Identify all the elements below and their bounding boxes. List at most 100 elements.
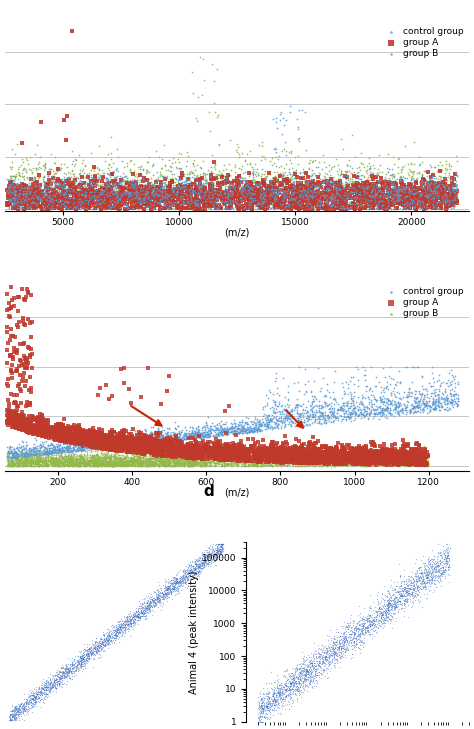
group A <box>293 182 301 193</box>
Point <box>425 585 433 597</box>
group B <box>69 456 76 468</box>
Point <box>158 590 165 602</box>
group B <box>129 455 137 467</box>
group B <box>354 186 362 198</box>
group A <box>69 430 77 442</box>
group A <box>355 179 362 190</box>
group A <box>309 179 317 190</box>
control group <box>123 432 131 444</box>
group A <box>210 437 218 448</box>
Point <box>197 555 205 566</box>
control group <box>413 172 420 184</box>
group B <box>90 457 98 469</box>
Point <box>81 644 88 655</box>
Point <box>89 639 96 651</box>
Point <box>307 671 315 683</box>
group A <box>54 432 62 444</box>
control group <box>54 179 61 191</box>
Point <box>9 706 16 717</box>
control group <box>144 437 152 449</box>
Point <box>182 561 190 572</box>
group B <box>30 176 37 188</box>
group A <box>362 451 369 462</box>
control group <box>266 184 273 195</box>
group B <box>290 455 297 467</box>
control group <box>163 431 171 443</box>
control group <box>388 397 395 409</box>
group A <box>211 448 219 459</box>
Point <box>300 663 308 675</box>
group B <box>228 456 235 468</box>
group A <box>155 443 163 454</box>
group B <box>14 459 21 471</box>
group B <box>112 458 120 469</box>
Point <box>154 590 162 602</box>
Point <box>338 634 346 645</box>
group B <box>172 449 180 461</box>
control group <box>436 196 443 208</box>
group A <box>238 440 246 452</box>
group A <box>282 442 289 453</box>
group A <box>200 192 207 203</box>
control group <box>375 190 383 201</box>
Point <box>263 701 271 713</box>
group A <box>226 445 233 456</box>
group B <box>35 456 43 468</box>
Point <box>211 550 219 561</box>
Point <box>106 625 113 637</box>
Point <box>339 634 347 646</box>
Point <box>407 588 414 600</box>
control group <box>280 187 287 199</box>
group B <box>321 456 328 468</box>
Point <box>180 575 187 587</box>
group B <box>171 460 179 472</box>
group B <box>251 193 259 205</box>
group B <box>24 453 31 464</box>
group A <box>50 190 57 202</box>
group B <box>14 451 22 463</box>
control group <box>369 190 377 201</box>
Point <box>273 701 280 712</box>
group A <box>392 448 400 460</box>
Point <box>356 618 364 630</box>
group B <box>270 195 278 207</box>
control group <box>141 436 149 448</box>
Point <box>172 577 179 588</box>
Point <box>360 636 368 648</box>
control group <box>340 408 347 419</box>
group A <box>20 179 27 191</box>
Point <box>41 682 48 694</box>
Point <box>411 570 419 582</box>
group B <box>161 456 169 467</box>
group B <box>150 459 158 470</box>
group A <box>342 449 349 461</box>
group A <box>9 421 17 432</box>
group A <box>371 194 378 206</box>
group B <box>450 190 457 201</box>
control group <box>33 445 41 457</box>
Point <box>263 704 270 716</box>
Point <box>391 607 398 619</box>
control group <box>315 195 322 207</box>
group B <box>201 171 209 183</box>
Point <box>179 572 187 584</box>
group A <box>266 446 274 458</box>
group B <box>184 458 191 469</box>
group A <box>173 201 181 213</box>
Point <box>104 632 112 644</box>
group A <box>80 195 87 207</box>
Point <box>169 582 176 593</box>
Point <box>387 591 395 603</box>
Point <box>384 597 392 609</box>
control group <box>41 202 48 214</box>
group A <box>431 188 439 200</box>
group A <box>242 451 249 463</box>
group B <box>121 191 128 203</box>
group B <box>387 187 395 198</box>
control group <box>343 165 351 177</box>
control group <box>280 404 287 416</box>
control group <box>10 198 18 210</box>
Point <box>391 615 398 627</box>
Point <box>53 678 60 690</box>
Point <box>431 578 439 590</box>
